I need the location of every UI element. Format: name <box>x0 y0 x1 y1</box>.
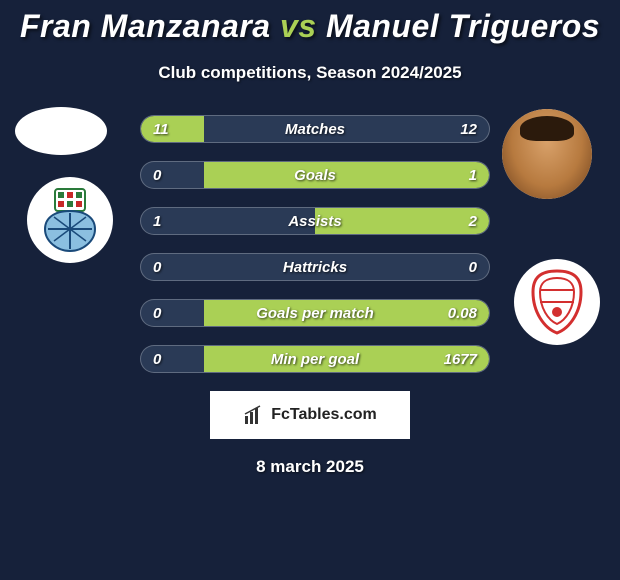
fctables-logo-icon <box>243 404 265 426</box>
vs-text: vs <box>280 8 317 44</box>
comparison-title: Fran Manzanara vs Manuel Trigueros <box>0 0 620 45</box>
granada-crest-icon <box>528 268 586 336</box>
player1-name: Fran Manzanara <box>20 8 271 44</box>
player1-club-logo <box>27 177 113 263</box>
player2-name: Manuel Trigueros <box>326 8 600 44</box>
stat-row: 01677Min per goal <box>140 345 490 373</box>
stat-row: 00Hattricks <box>140 253 490 281</box>
stat-label: Assists <box>141 208 489 234</box>
player2-avatar <box>502 109 592 199</box>
subtitle: Club competitions, Season 2024/2025 <box>0 63 620 83</box>
stat-label: Min per goal <box>141 346 489 372</box>
player2-face-placeholder <box>502 109 592 199</box>
racing-ferrol-crest-icon <box>39 185 101 255</box>
comparison-body: 1112Matches 01Goals 12Assists 00Hattricks 00… <box>0 115 620 373</box>
stat-label: Goals per match <box>141 300 489 326</box>
stat-label: Hattricks <box>141 254 489 280</box>
comparison-bars: 1112Matches 01Goals 12Assists 00Hattricks 00… <box>140 115 490 373</box>
stat-row: 12Assists <box>140 207 490 235</box>
watermark-text: FcTables.com <box>271 406 377 424</box>
stat-label: Goals <box>141 162 489 188</box>
stat-row: 00.08Goals per match <box>140 299 490 327</box>
player2-club-logo <box>514 259 600 345</box>
stat-row: 01Goals <box>140 161 490 189</box>
date-text: 8 march 2025 <box>0 457 620 477</box>
stat-label: Matches <box>141 116 489 142</box>
watermark: FcTables.com <box>210 391 410 439</box>
stat-row: 1112Matches <box>140 115 490 143</box>
player1-avatar <box>15 107 107 155</box>
